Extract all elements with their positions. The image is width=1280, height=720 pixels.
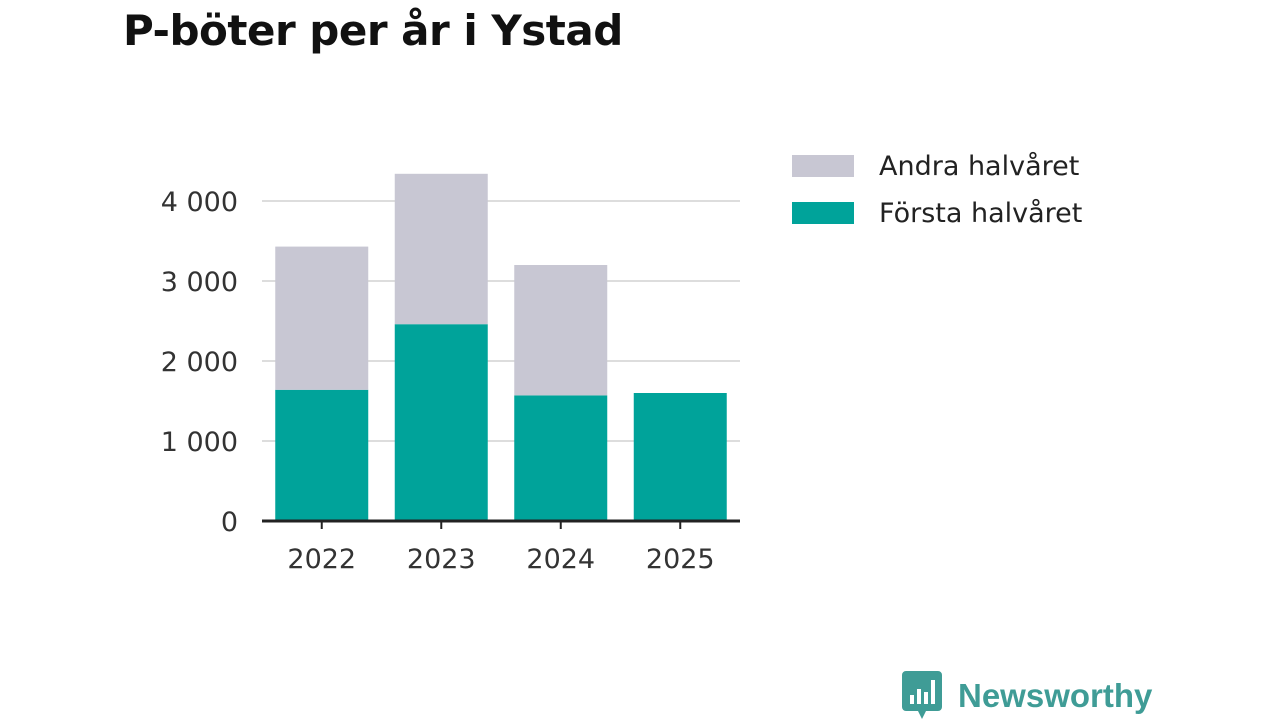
legend-swatch-first-half: [792, 202, 854, 224]
bars: [275, 173, 727, 521]
brand-name: Newsworthy: [958, 676, 1153, 714]
legend-label-first-half: Första halvåret: [879, 198, 1082, 229]
y-tick-label: 0: [221, 507, 238, 538]
bar-second-half-2023: [394, 173, 488, 325]
x-tick-label: 2023: [407, 544, 476, 575]
newsworthy-logo-icon: [902, 671, 942, 719]
legend-swatch-second-half: [792, 155, 854, 177]
x-axis-tick-labels: 2022 2023 2024 2025: [287, 544, 714, 575]
bar-first-half-2024: [514, 395, 608, 521]
x-tick-label: 2022: [287, 544, 356, 575]
bar-first-half-2022: [275, 389, 369, 521]
y-tick-label: 2 000: [161, 347, 238, 378]
y-tick-label: 4 000: [161, 187, 238, 218]
legend-label-second-half: Andra halvåret: [879, 151, 1079, 182]
x-tick-label: 2024: [526, 544, 595, 575]
y-axis-tick-labels: 0 1 000 2 000 3 000 4 000: [161, 187, 238, 538]
bar-first-half-2023: [394, 324, 488, 521]
y-tick-label: 1 000: [161, 427, 238, 458]
legend: Andra halvåret Första halvåret: [792, 151, 1082, 229]
bar-second-half-2022: [275, 246, 369, 390]
newsworthy-brand: Newsworthy: [902, 670, 1152, 720]
bar-first-half-2025: [633, 393, 727, 521]
bar-second-half-2024: [514, 265, 608, 396]
x-tick-label: 2025: [646, 544, 715, 575]
y-tick-label: 3 000: [161, 267, 238, 298]
chart-title: P-böter per år i Ystad: [123, 6, 623, 55]
x-axis: [262, 519, 740, 529]
